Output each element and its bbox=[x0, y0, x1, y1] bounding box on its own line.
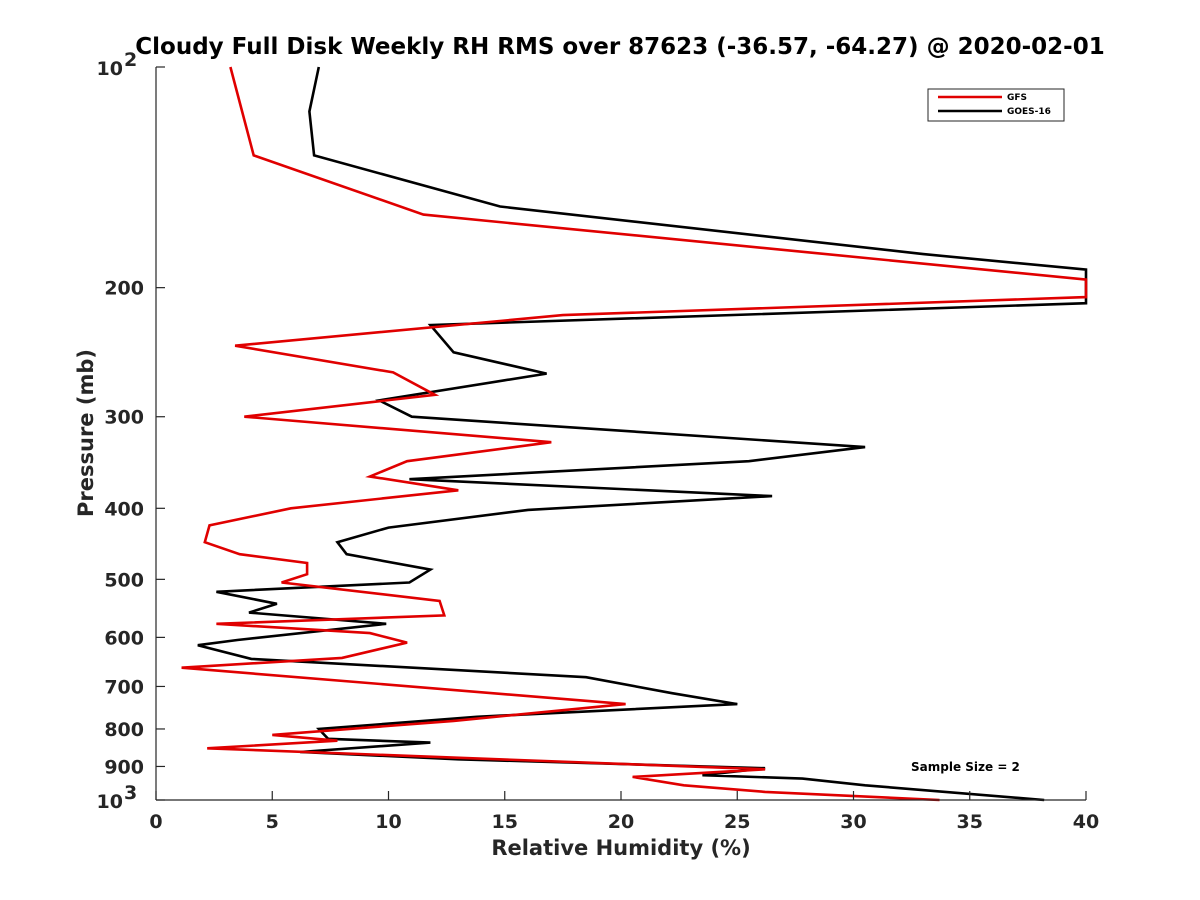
x-tick-label: 25 bbox=[724, 811, 750, 833]
x-tick-label: 35 bbox=[957, 811, 983, 833]
y-tick-label: 700 bbox=[104, 676, 144, 698]
plot-area bbox=[156, 67, 1086, 800]
x-axis-label: Relative Humidity (%) bbox=[491, 836, 750, 860]
y-tick-label: 500 bbox=[104, 569, 144, 591]
y-tick-label: 900 bbox=[104, 756, 144, 778]
legend-label-gfs: GFS bbox=[1007, 93, 1027, 103]
legend: GFS GOES-16 bbox=[927, 88, 1065, 122]
sample-size-annotation: Sample Size = 2 bbox=[911, 760, 1020, 774]
y-tick-label: 10 bbox=[97, 791, 123, 813]
x-tick-label: 5 bbox=[266, 811, 279, 833]
y-tick-label: 10 bbox=[97, 58, 123, 80]
y-tick-label: 800 bbox=[104, 719, 144, 741]
x-tick-label: 30 bbox=[840, 811, 866, 833]
y-tick-label: 400 bbox=[104, 498, 144, 520]
chart-title: Cloudy Full Disk Weekly RH RMS over 8762… bbox=[135, 34, 1104, 60]
series-line-goes-16 bbox=[197, 66, 1088, 802]
x-tick-label: 20 bbox=[608, 811, 634, 833]
x-tick-label: 10 bbox=[375, 811, 401, 833]
x-axis-ticks: 0 5 10 15 20 25 30 35 40 bbox=[149, 791, 1099, 833]
x-tick-label: 40 bbox=[1073, 811, 1099, 833]
y-tick-label: 300 bbox=[104, 407, 144, 429]
x-tick-label: 15 bbox=[492, 811, 518, 833]
series-line-gfs bbox=[181, 66, 1088, 802]
y-tick-label: 600 bbox=[104, 627, 144, 649]
y-tick-label: 200 bbox=[104, 278, 144, 300]
y-tick-exponent: 2 bbox=[124, 49, 137, 71]
y-tick-exponent: 3 bbox=[124, 782, 137, 804]
y-axis-label: Pressure (mb) bbox=[74, 349, 98, 517]
legend-box bbox=[927, 88, 1065, 122]
legend-label-goes-16: GOES-16 bbox=[1007, 107, 1051, 117]
series-layer bbox=[181, 66, 1088, 802]
x-tick-label: 0 bbox=[149, 811, 162, 833]
